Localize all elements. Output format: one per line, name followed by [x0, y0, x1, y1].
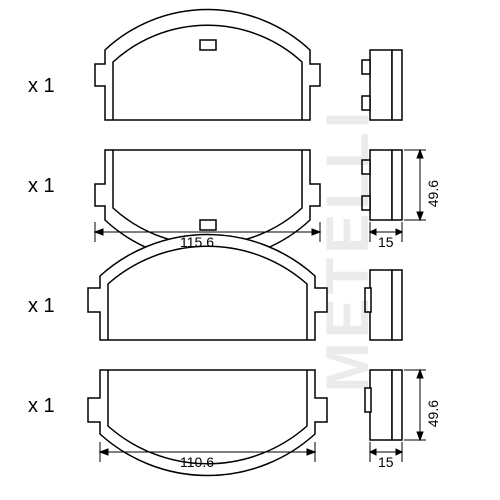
pad-lower-front-1 — [88, 235, 327, 340]
dim-upper-height: 49.6 — [425, 180, 441, 207]
dim-lower-width: 110.6 — [180, 454, 214, 470]
pad-upper-front-1 — [95, 10, 320, 120]
pad-upper-side-2 — [362, 150, 402, 220]
pad-lower-side-1 — [365, 270, 402, 340]
dim-lower-height: 49.6 — [425, 400, 441, 427]
pad-lower-side-2 — [365, 370, 402, 440]
dim-lower-depth: 15 — [378, 454, 394, 470]
pad-upper-side-1 — [362, 50, 402, 120]
dim-upper-depth: 15 — [378, 234, 394, 250]
dim-upper-width: 115.6 — [180, 234, 214, 250]
